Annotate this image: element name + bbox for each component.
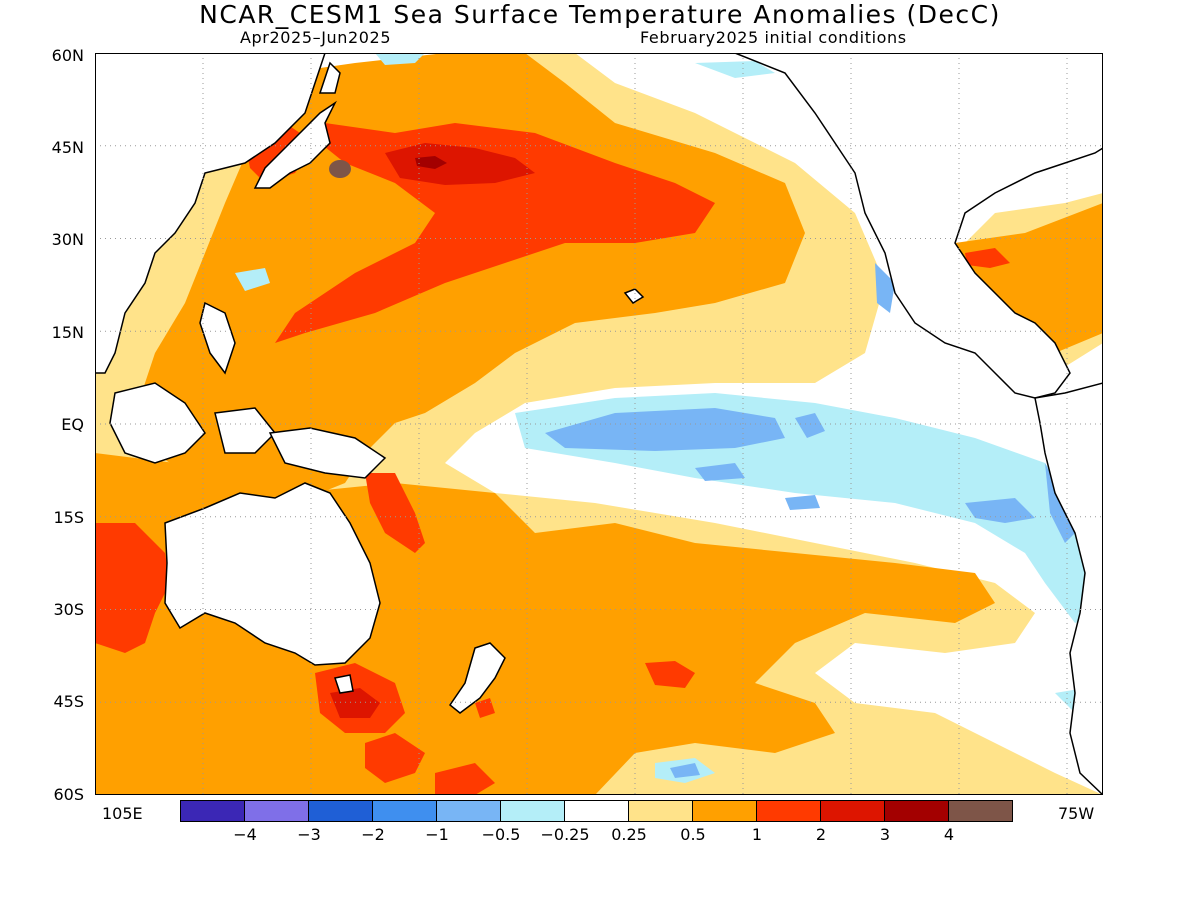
colorbar-swatch — [373, 801, 437, 821]
south-america — [1034, 382, 1103, 795]
colorbar-label: 1 — [751, 825, 763, 844]
pacific-islands — [623, 288, 645, 304]
north-america — [645, 53, 1103, 399]
sst-anomaly-map — [95, 53, 1103, 795]
map-frame — [95, 53, 1103, 795]
colorbar-swatch — [693, 801, 757, 821]
colorbar-swatch — [437, 801, 501, 821]
lat-label-60s: 60S — [53, 785, 84, 804]
colorbar-label: −0.5 — [481, 825, 521, 844]
colorbar-label: −1 — [425, 825, 449, 844]
anomaly-band-3 — [415, 156, 447, 169]
lat-label-eq: EQ — [61, 415, 84, 434]
colorbar-swatch — [757, 801, 821, 821]
colorbar-swatch — [501, 801, 565, 821]
colorbar-swatch — [309, 801, 373, 821]
colorbar-swatch — [181, 801, 245, 821]
colorbar-swatch — [565, 801, 629, 821]
colorbar-swatch — [885, 801, 949, 821]
taiwan-philippines — [199, 301, 236, 375]
colorbar-swatch — [821, 801, 885, 821]
australia — [164, 482, 381, 666]
kamchatka — [318, 61, 341, 94]
colorbar-label: −3 — [297, 825, 321, 844]
lon-label-right: 75W — [1058, 804, 1095, 823]
colorbar — [180, 800, 1013, 822]
lat-label-60n: 60N — [51, 46, 84, 65]
anomaly-band-4 — [329, 160, 351, 178]
asia-landmass — [95, 53, 326, 374]
colorbar-label: −4 — [233, 825, 257, 844]
colorbar-label: −2 — [361, 825, 385, 844]
lon-label-left: 105E — [102, 804, 143, 823]
colorbar-swatch — [245, 801, 309, 821]
graticule — [95, 53, 1103, 795]
colorbar-label: 2 — [815, 825, 827, 844]
forecast-period: Apr2025–Jun2025 — [240, 28, 392, 47]
coastlines — [95, 53, 1103, 795]
new-guinea — [268, 427, 387, 479]
colorbar-label: 0.5 — [680, 825, 706, 844]
colorbar-swatch — [629, 801, 693, 821]
new-zealand — [448, 642, 506, 714]
lat-label-15n: 15N — [51, 323, 84, 342]
lat-label-45s: 45S — [53, 692, 84, 711]
anomaly-band-2 — [330, 143, 535, 718]
colorbar-swatch — [949, 801, 1012, 821]
map-title: NCAR_CESM1 Sea Surface Temperature Anoma… — [199, 0, 1001, 29]
borneo — [214, 407, 277, 454]
lat-label-30n: 30N — [51, 230, 84, 249]
colorbar-label: 3 — [879, 825, 891, 844]
lat-label-15s: 15S — [53, 508, 84, 527]
colorbar-label: 4 — [943, 825, 955, 844]
initial-conditions: February2025 initial conditions — [640, 28, 907, 47]
colorbar-label: −0.25 — [540, 825, 590, 844]
lat-label-45n: 45N — [51, 138, 84, 157]
lat-label-30s: 30S — [53, 600, 84, 619]
maritime-continent — [109, 382, 206, 464]
tasmania — [334, 674, 354, 694]
colorbar-label: 0.25 — [611, 825, 647, 844]
